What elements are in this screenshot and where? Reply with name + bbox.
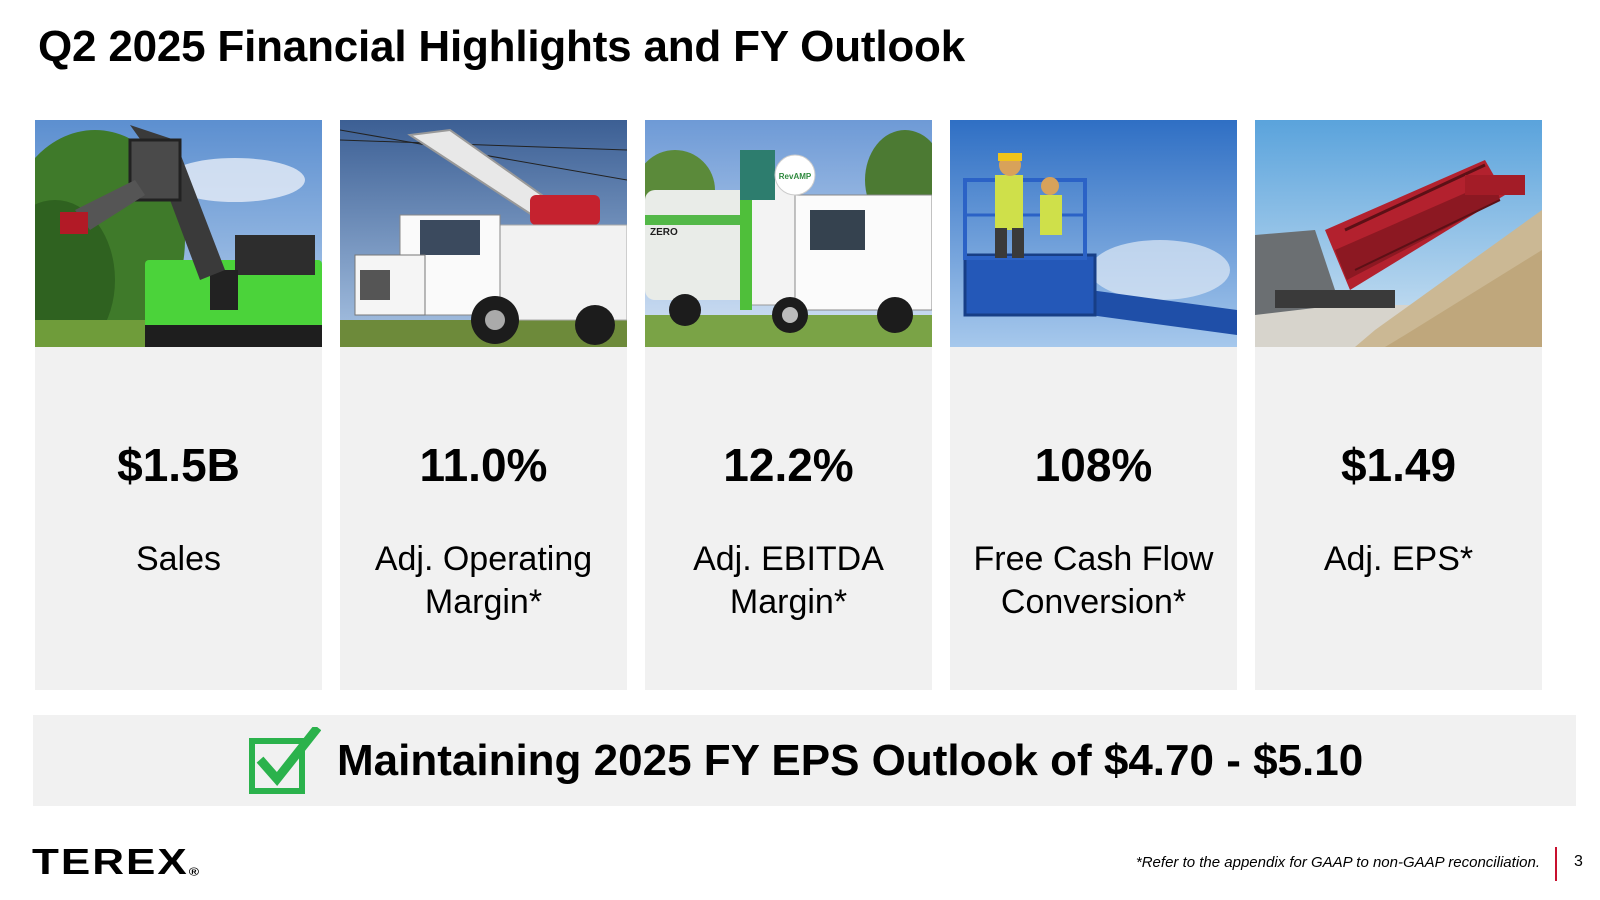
label-line: Free Cash Flow: [973, 540, 1214, 578]
highlight-card-sales: $1.5B Sales: [35, 120, 322, 690]
adj-operating-margin-label: Adj. Operating Margin*: [340, 538, 627, 624]
page-number: 3: [1574, 853, 1583, 870]
adj-eps-value: $1.49: [1340, 439, 1457, 491]
adj-ebitda-margin-label: Adj. EBITDA Margin*: [645, 538, 932, 624]
screening-plant-photo: [1255, 120, 1542, 347]
label-line: Adj. Operating: [374, 540, 593, 578]
eps-outlook-text: Maintaining 2025 FY EPS Outlook of $4.70…: [337, 736, 1364, 785]
utility-truck-photo: [340, 120, 627, 347]
footer-divider: [1555, 847, 1557, 881]
revamp-badge: RevAMP: [779, 172, 812, 181]
aerial-lift-photo: [950, 120, 1237, 347]
footnote: *Refer to the appendix for GAAP to non-G…: [1135, 854, 1540, 871]
label-line: Margin*: [424, 583, 543, 621]
refuse-truck-photo: RevAMP ZERO: [645, 120, 932, 347]
eps-outlook-banner: Maintaining 2025 FY EPS Outlook of $4.70…: [33, 715, 1576, 806]
label-line: Margin*: [729, 583, 848, 621]
label-line: Conversion*: [1000, 583, 1187, 621]
zero-decal: ZERO: [650, 227, 678, 238]
highlight-card-adj-ebitda-margin: RevAMP ZERO 12.2% Adj. EBITDA Margin*: [645, 120, 932, 690]
sales-label: Sales: [35, 538, 322, 581]
adj-operating-margin-value: 11.0%: [419, 439, 548, 491]
highlight-card-adj-eps: $1.49 Adj. EPS*: [1255, 120, 1542, 690]
highlight-card-free-cash-flow-conversion: 108% Free Cash Flow Conversion*: [950, 120, 1237, 690]
adj-eps-label: Adj. EPS*: [1255, 538, 1542, 581]
highlight-card-adj-operating-margin: 11.0% Adj. Operating Margin*: [340, 120, 627, 690]
label-line: Adj. EBITDA: [693, 540, 884, 578]
material-handler-photo: [35, 120, 322, 347]
highlight-cards: $1.5B Sales: [35, 120, 1574, 690]
free-cash-flow-conversion-value: 108%: [1034, 439, 1153, 491]
sales-value: $1.5B: [117, 439, 240, 491]
label-line: Sales: [135, 540, 222, 578]
registered-mark: ®: [188, 864, 200, 879]
checkbox-check-icon: [249, 727, 321, 794]
free-cash-flow-conversion-label: Free Cash Flow Conversion*: [950, 538, 1237, 624]
slide-title: Q2 2025 Financial Highlights and FY Outl…: [38, 22, 965, 71]
label-line: Adj. EPS*: [1323, 540, 1474, 578]
logo-wordmark: TEREX: [32, 842, 189, 883]
terex-logo: TEREX®: [32, 842, 199, 883]
adj-ebitda-margin-value: 12.2%: [723, 439, 854, 491]
